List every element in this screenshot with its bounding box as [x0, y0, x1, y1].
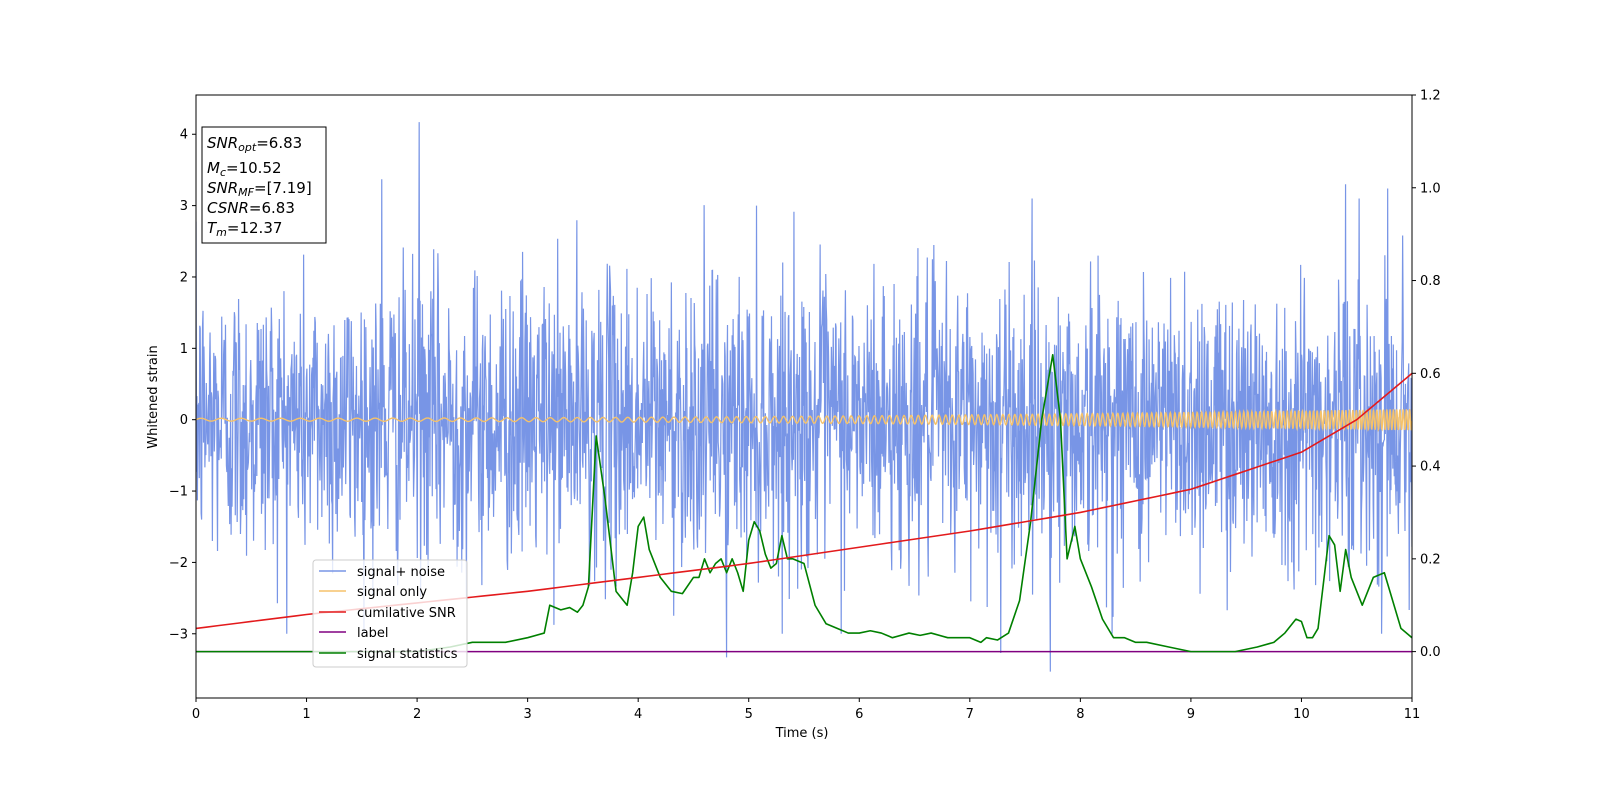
y-left-tick-label: −2 [169, 556, 188, 571]
info-csnr-name: CSNR [207, 199, 249, 217]
info-mc: Mc=10.52 [207, 159, 282, 179]
info-snr-opt-value: =6.83 [256, 134, 302, 152]
x-tick-label: 4 [634, 707, 642, 722]
y-left-tick-label: 1 [180, 342, 188, 357]
info-snr-mf-value: =[7.19] [254, 179, 312, 197]
legend-label-signal-statistics: signal statistics [357, 647, 458, 662]
y-left-tick-label: −1 [169, 485, 188, 500]
x-tick-label: 11 [1404, 707, 1421, 722]
info-snr-mf: SNRMF=[7.19] [207, 179, 312, 199]
x-tick-label: 7 [966, 707, 974, 722]
legend-label-signal-noise: signal+ noise [357, 565, 445, 580]
y-right-tick-label: 1.2 [1420, 89, 1441, 104]
x-tick-label: 3 [523, 707, 531, 722]
x-tick-label: 6 [855, 707, 863, 722]
y-right-tick-label: 0.4 [1420, 460, 1441, 475]
info-mc-value: =10.52 [226, 159, 282, 177]
y-left-tick-label: 0 [180, 413, 188, 428]
info-mc-name: M [207, 159, 220, 177]
y-left-tick-label: 2 [180, 270, 188, 285]
info-snr-mf-name: SNR [207, 179, 238, 197]
legend-label-cumulative-snr: cumilative SNR [357, 606, 456, 621]
info-tm-value: =12.37 [227, 219, 283, 237]
info-tm: Tm=12.37 [207, 219, 282, 239]
x-tick-label: 9 [1187, 707, 1195, 722]
legend-label-label: label [357, 626, 388, 641]
info-tm-sub: m [216, 226, 227, 239]
y-right-tick-label: 1.0 [1420, 181, 1441, 196]
x-tick-label: 5 [745, 707, 753, 722]
y-left-tick-label: 4 [180, 128, 188, 143]
legend-frame [312, 559, 468, 668]
info-mc-sub: c [220, 166, 226, 179]
info-tm-name: T [207, 219, 218, 237]
axes-group: 0 1 2 3 4 5 6 7 8 9 10 11 −3 −2 −1 0 1 2 3 4 0.0 0.2 0.4 0.6 0.8… [169, 89, 1441, 723]
info-snr-opt-name: SNR [207, 134, 238, 152]
series-signal-statistics [196, 353, 1412, 653]
y-right-tick-label: 0.0 [1420, 645, 1441, 660]
info-box: SNRopt=6.83 Mc=10.52 SNRMF=[7.19] CSNR=6… [201, 126, 327, 244]
info-box-frame [201, 126, 327, 244]
y-axis-label: Whitened strain [146, 345, 161, 448]
info-snr-opt-sub: opt [238, 141, 257, 154]
info-snr-mf-sub: MF [238, 186, 254, 199]
plot-frame [195, 94, 1413, 699]
info-csnr-value: =6.83 [249, 199, 295, 217]
y-right-tick-label: 0.6 [1420, 367, 1441, 382]
x-tick-label: 0 [192, 707, 200, 722]
y-left-tick-label: 3 [180, 199, 188, 214]
info-csnr: CSNR=6.83 [207, 199, 295, 217]
y-left-tick-label: −3 [169, 627, 188, 642]
legend: signal+ noise signal only cumilative SNR… [312, 559, 468, 668]
info-snr-opt: SNRopt=6.83 [207, 134, 302, 154]
x-tick-label: 2 [413, 707, 421, 722]
x-axis-label: Time (s) [775, 726, 829, 741]
x-tick-label: 8 [1076, 707, 1084, 722]
x-tick-label: 1 [302, 707, 310, 722]
y-right-tick-label: 0.8 [1420, 274, 1441, 289]
legend-label-signal-only: signal only [357, 585, 427, 600]
x-tick-label: 10 [1293, 707, 1310, 722]
y-right-tick-label: 0.2 [1420, 552, 1441, 567]
series-signal-only [196, 408, 1412, 433]
